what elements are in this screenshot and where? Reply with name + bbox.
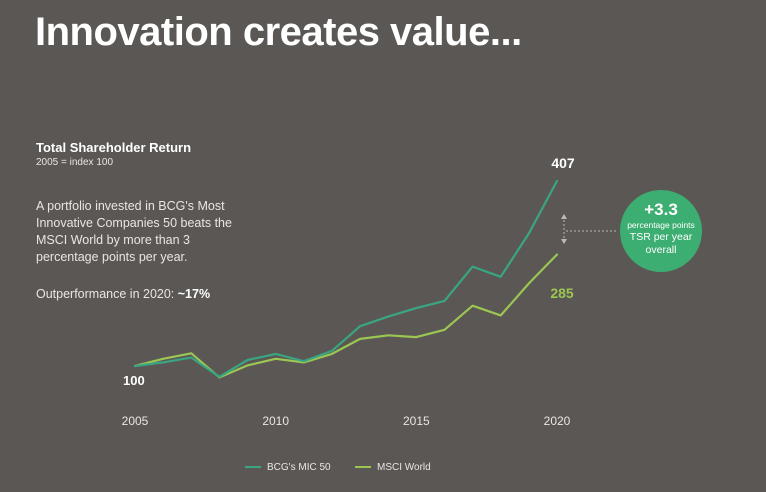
chart-title: Total Shareholder Return bbox=[36, 140, 192, 155]
x-tick-label-2020: 2020 bbox=[544, 414, 571, 428]
badge-value: +3.3 bbox=[644, 200, 678, 219]
chart-subtitle: 2005 = index 100 bbox=[36, 157, 114, 168]
x-tick-label-2010: 2010 bbox=[262, 414, 289, 428]
outperformance-badge: +3.3 percentage points TSR per year over… bbox=[620, 190, 702, 272]
gap-bracket-arrow-down bbox=[561, 239, 567, 244]
gap-bracket-arrow-up bbox=[561, 214, 567, 219]
legend-label-mic50: BCG's MIC 50 bbox=[267, 462, 331, 473]
series-line-msci-world bbox=[133, 253, 559, 379]
page-title: Innovation creates value... bbox=[35, 10, 522, 54]
badge-unit: percentage points bbox=[627, 220, 695, 230]
data-label-mic50-2020: 407 bbox=[551, 155, 575, 171]
badge-line1: TSR per year bbox=[629, 231, 693, 243]
data-label-msci-2020: 285 bbox=[550, 285, 574, 301]
legend-swatch-msci bbox=[355, 466, 371, 469]
data-label-start-100: 100 bbox=[123, 373, 145, 388]
legend-item-mic50: BCG's MIC 50 bbox=[245, 462, 331, 473]
badge-line2: overall bbox=[645, 244, 677, 256]
outperformance-label: Outperformance in 2020: bbox=[36, 287, 178, 301]
outperformance-value: ~17% bbox=[177, 287, 211, 301]
x-tick-label-2005: 2005 bbox=[122, 414, 149, 428]
x-tick-label-2015: 2015 bbox=[403, 414, 430, 428]
chart-description: A portfolio invested in BCG's Most Innov… bbox=[36, 199, 232, 264]
legend-label-msci: MSCI World bbox=[377, 462, 431, 473]
outperformance-text: Outperformance in 2020: ~17% bbox=[36, 287, 210, 301]
legend-swatch-mic50 bbox=[245, 466, 261, 469]
legend-item-msci: MSCI World bbox=[355, 462, 431, 473]
series-line-mic50 bbox=[133, 179, 559, 378]
